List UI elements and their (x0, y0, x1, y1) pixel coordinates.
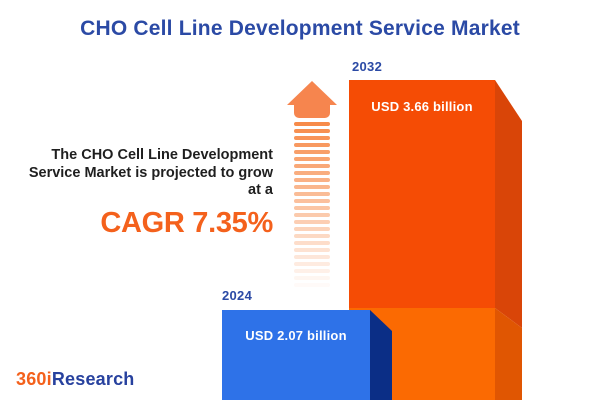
bar-2024-front (222, 310, 370, 400)
bar-2024-year-label: 2024 (222, 288, 253, 303)
summary-line-3: at a (248, 182, 273, 198)
growth-arrow-shaft (294, 122, 330, 290)
bar-2032-year-label: 2032 (352, 59, 383, 74)
bar-2024-side (370, 310, 392, 400)
bar-2032-side-upper (495, 80, 522, 328)
bar-2032-side-lower (495, 308, 522, 400)
company-logo: 360iResearch (16, 369, 135, 390)
cagr-value: CAGR 7.35% (100, 206, 273, 239)
summary-line-2: Service Market is projected to grow (28, 164, 273, 181)
logo-part-research: Research (51, 369, 135, 389)
summary-line-1: The CHO Cell Line Development (51, 147, 273, 163)
summary-block: The CHO Cell Line Development Service Ma… (0, 147, 273, 240)
growth-arrow-head (287, 81, 337, 105)
growth-arrow-neck (294, 104, 330, 118)
bar-2032-value-label: USD 3.66 billion (371, 99, 473, 114)
page-title: CHO Cell Line Development Service Market (80, 17, 520, 40)
bar-2024-value-label: USD 2.07 billion (245, 328, 347, 343)
logo-part-360i: 360i (16, 369, 52, 389)
bar-2032-front-upper (349, 80, 495, 308)
